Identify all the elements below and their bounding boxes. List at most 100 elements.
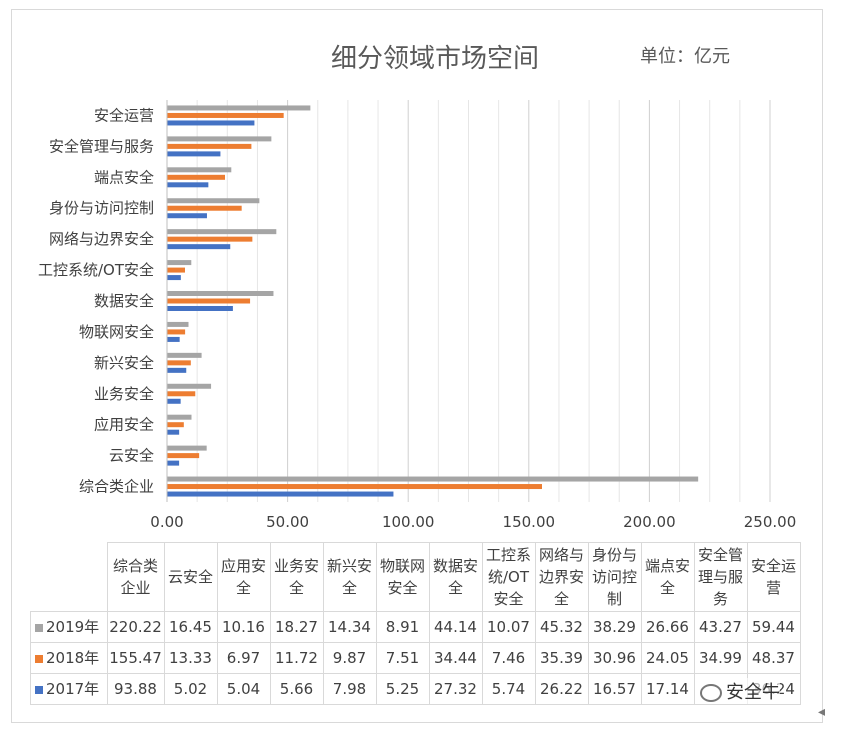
table-header-cell: 网络与边界安全 (534, 542, 589, 612)
bar (167, 484, 542, 490)
table-value-cell: 45.32 (534, 611, 589, 643)
bar (167, 244, 231, 250)
table-value-cell: 10.16 (216, 611, 271, 643)
x-tick-label: 100.00 (382, 513, 435, 531)
table-value-cell: 7.51 (375, 642, 430, 674)
bar (167, 398, 181, 404)
bar (167, 306, 233, 311)
x-tick-label: 0.00 (150, 513, 183, 531)
table-value-cell: 59.44 (746, 611, 801, 643)
table-header-cell: 安全管理与服务 (693, 542, 748, 612)
legend-swatch (35, 685, 43, 694)
series-label-cell: 2018年 (30, 642, 108, 674)
table-header-cell: 业务安全 (269, 542, 324, 612)
table-value-cell: 93.88 (106, 673, 165, 705)
bar (167, 182, 209, 188)
category-label: 网络与边界安全 (49, 230, 154, 248)
table-value-cell: 8.91 (375, 611, 430, 643)
table-value-cell: 26.66 (640, 611, 695, 643)
bar (167, 491, 394, 497)
table-value-cell: 13.33 (163, 642, 218, 674)
bar-chart: 0.00 50.00 100.00 150.00 200.00 250.00 综合类企业 云安… (38, 100, 797, 531)
category-label: 云安全 (109, 447, 154, 465)
table-header-cell: 端点安全 (640, 542, 695, 612)
category-label: 业务安全 (94, 385, 154, 403)
category-label: 工控系统/OT安全 (38, 261, 154, 279)
table-value-cell: 10.07 (481, 611, 536, 643)
table-value-cell: 24.05 (640, 642, 695, 674)
table-value-cell: 9.87 (322, 642, 377, 674)
table-header-cell: 物联网安全 (375, 542, 430, 612)
table-header-cell: 新兴安全 (322, 542, 377, 612)
bar (167, 352, 202, 358)
bar (167, 229, 277, 235)
legend-swatch (35, 654, 43, 663)
table-row: 2017年 93.88 5.02 5.04 5.66 7.98 5.25 27.32 5.74 2… (30, 673, 801, 705)
bar (167, 329, 186, 335)
table-corner (30, 542, 108, 612)
table-value-cell: 14.34 (322, 611, 377, 643)
bar (167, 453, 200, 459)
table-value-cell: 18.27 (269, 611, 324, 643)
table-value-cell: 48.37 (746, 642, 801, 674)
bar (167, 367, 187, 373)
bar (167, 336, 180, 342)
legend-swatch (35, 623, 43, 632)
table-value-cell: 26.22 (534, 673, 589, 705)
table-value-cell: 7.46 (481, 642, 536, 674)
table-value-cell: 38.29 (587, 611, 642, 643)
bar (167, 291, 274, 296)
series-label-cell: 2017年 (30, 673, 108, 705)
bar (167, 460, 180, 466)
table-value-cell: 34.44 (428, 642, 483, 674)
series-name: 2017年 (46, 680, 100, 698)
bar (167, 267, 185, 273)
table-header-cell: 工控系统/OT安全 (481, 542, 536, 612)
series-label-cell: 2019年 (30, 611, 108, 643)
table-value-cell: 16.45 (163, 611, 218, 643)
category-label: 应用安全 (94, 416, 154, 434)
table-value-cell: 5.04 (216, 673, 271, 705)
table-value-cell: 5.02 (163, 673, 218, 705)
table-value-cell: 30.96 (587, 642, 642, 674)
table-value-cell: 220.22 (106, 611, 165, 643)
category-label: 综合类企业 (79, 478, 154, 496)
bar (167, 143, 252, 149)
table-value-cell: 7.98 (322, 673, 377, 705)
table-value-cell: 5.74 (481, 673, 536, 705)
x-tick-label: 150.00 (503, 513, 556, 531)
table-value-cell: 35.39 (534, 642, 589, 674)
unit-label: 单位：亿元 (640, 46, 730, 67)
table-value-cell: 155.47 (106, 642, 165, 674)
bar (167, 383, 212, 389)
bar (167, 360, 191, 366)
bar (167, 260, 192, 266)
bar (167, 205, 242, 211)
bar (167, 414, 192, 420)
bar (167, 476, 699, 482)
edge-arrow-icon: ◂ (818, 704, 826, 720)
x-tick-label: 250.00 (744, 513, 797, 531)
chart-title: 细分领域市场空间 (330, 44, 539, 74)
watermark: 安全牛 (700, 678, 780, 704)
category-label: 数据安全 (94, 292, 154, 310)
bar (167, 422, 184, 428)
watermark-text: 安全牛 (726, 682, 780, 703)
bar (167, 136, 272, 142)
bar (167, 198, 260, 204)
category-label: 端点安全 (94, 168, 154, 186)
series-name: 2019年 (46, 618, 100, 636)
table-row: 2018年 155.47 13.33 6.97 11.72 9.87 7.51 34.44 7.… (30, 642, 801, 674)
bar (167, 167, 232, 173)
table-value-cell: 5.66 (269, 673, 324, 705)
wechat-icon (700, 684, 722, 702)
category-label: 新兴安全 (94, 354, 154, 372)
bar (167, 321, 189, 327)
bar (167, 105, 311, 111)
category-label: 安全运营 (94, 106, 154, 124)
bar (167, 429, 180, 435)
bar (167, 445, 207, 451)
bar (167, 298, 251, 304)
table-header-cell: 应用安全 (216, 542, 271, 612)
table-value-cell: 6.97 (216, 642, 271, 674)
